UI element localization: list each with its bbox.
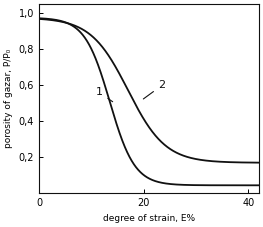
Y-axis label: porosity of gazar, P/P₀: porosity of gazar, P/P₀: [4, 49, 13, 148]
Text: 2: 2: [143, 80, 166, 99]
Text: 1: 1: [96, 87, 113, 102]
X-axis label: degree of strain, E%: degree of strain, E%: [103, 214, 195, 223]
